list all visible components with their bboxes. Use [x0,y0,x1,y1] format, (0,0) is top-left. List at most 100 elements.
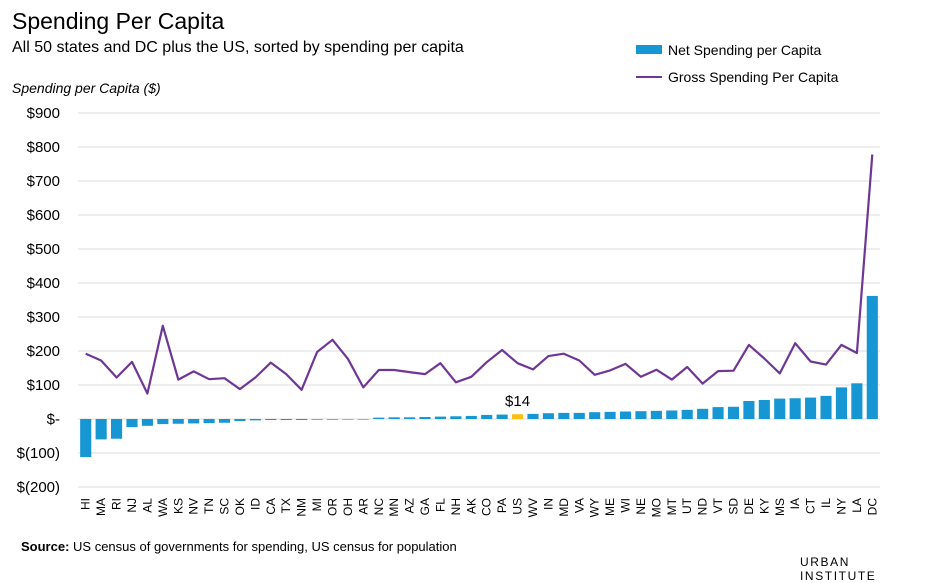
x-tick-label-mo: MO [649,498,663,517]
x-tick-label-oh: OH [341,498,355,516]
bar-fl [434,416,446,419]
bar-vt [712,407,724,419]
x-tick-label-az: AZ [403,498,417,513]
bar-pa [496,414,508,419]
bar-ma [95,419,107,440]
gross-spending-polyline [85,154,874,395]
bar-ar [357,419,369,420]
bar-de [743,400,755,419]
bar-md [558,412,570,419]
bar-ca [265,419,277,421]
legend-swatch-line [636,75,662,78]
bar-dc [866,295,878,419]
source-label: Source: [21,539,70,554]
bar-tx [280,419,292,421]
bar-me [604,411,616,419]
x-tick-label-de: DE [742,498,756,515]
bar-ga [419,416,431,419]
bar-id [249,419,261,421]
bar-oh [342,419,354,420]
x-tick-label-md: MD [557,498,571,517]
bar-ny [835,387,847,419]
bar-sd [727,406,740,419]
x-tick-label-nd: ND [696,498,710,516]
bar-mt [666,410,678,419]
bar-in [542,413,554,419]
legend-item-net: Net Spending per Capita [636,36,838,63]
y-tick-label: $300 [27,309,60,326]
legend-label-net: Net Spending per Capita [668,41,822,58]
data-labels: $14 [505,393,530,410]
x-tick-label-va: VA [572,498,586,513]
x-tick-label-nv: NV [187,498,201,515]
bar-or [326,419,339,420]
source-note: Source: US census of governments for spe… [21,539,457,554]
x-tick-label-tn: TN [202,498,216,514]
x-tick-label-or: OR [325,498,339,516]
y-tick-label: $600 [27,207,60,224]
x-tick-label-ut: UT [680,497,694,514]
bar-ut [681,409,693,419]
x-tick-label-wv: WV [526,498,540,517]
y-tick-label: $800 [27,139,60,156]
bar-mi [311,419,323,420]
bar-wv [527,413,539,419]
bar-mo [650,410,662,419]
x-tick-label-co: CO [480,498,494,516]
x-tick-label-mi: MI [310,498,324,511]
y-tick-label: $900 [27,105,60,122]
x-tick-label-nc: NC [372,498,386,516]
bar-ks [172,419,184,424]
y-tick-label: $- [47,411,60,428]
x-tick-label-nj: NJ [125,498,139,513]
bar-ak [465,415,477,419]
x-tick-label-ma: MA [94,498,108,516]
x-tick-label-sc: SC [218,498,232,515]
y-tick-label: $200 [27,343,60,360]
bar-wa [157,419,169,425]
x-tick-label-nm: NM [295,498,309,517]
bar-ia [789,398,801,419]
y-tick-label: $500 [27,241,60,258]
bar-nm [296,419,308,421]
gross-spending-line [85,154,874,395]
bar-va [573,412,585,419]
x-axis-ticks: HI MA RI NJ AL WA KS NV TN SC OK ID CA TX NM MI OR OH AR NC… [79,497,880,517]
x-tick-label-wi: WI [619,498,633,513]
y-axis-label: Spending per Capita ($) [12,80,161,96]
bar-il [820,395,832,419]
x-tick-label-us: US [511,498,525,515]
x-tick-label-ms: MS [773,498,787,516]
y-tick-label: $700 [27,173,60,190]
x-tick-label-ky: KY [757,498,771,514]
bar-us [512,414,524,419]
source-text: US census of governments for spending, U… [69,539,457,554]
x-tick-label-wy: WY [588,498,602,517]
bar-nv [188,419,200,424]
x-tick-label-ga: GA [418,498,432,515]
legend-label-gross: Gross Spending Per Capita [668,68,839,85]
bar-hi [80,419,92,458]
data-label-us: $14 [505,393,530,410]
bar-mn [388,417,400,419]
bar-az [404,417,416,419]
legend-item-gross: Gross Spending Per Capita [636,63,838,90]
x-tick-label-ok: OK [233,498,247,515]
y-axis-ticks: $(200) $(100) $- $100 $200 $300 $400 $500 $600 $7… [17,105,60,496]
x-tick-label-id: ID [248,498,262,510]
bar-wi [619,411,632,419]
x-tick-label-al: AL [140,498,154,513]
bar-sc [218,419,231,423]
bar-nc [373,417,385,419]
x-tick-label-in: IN [541,498,555,510]
legend-swatch-bar [636,45,662,54]
y-tick-label: $(100) [17,445,60,462]
legend: Net Spending per Capita Gross Spending P… [636,36,838,90]
y-tick-label: $(200) [17,479,60,496]
x-tick-label-fl: FL [433,498,447,512]
x-tick-label-ia: IA [788,498,802,509]
x-tick-label-tx: TX [279,498,293,513]
x-tick-label-ne: NE [634,498,648,515]
bar-ok [234,419,246,422]
